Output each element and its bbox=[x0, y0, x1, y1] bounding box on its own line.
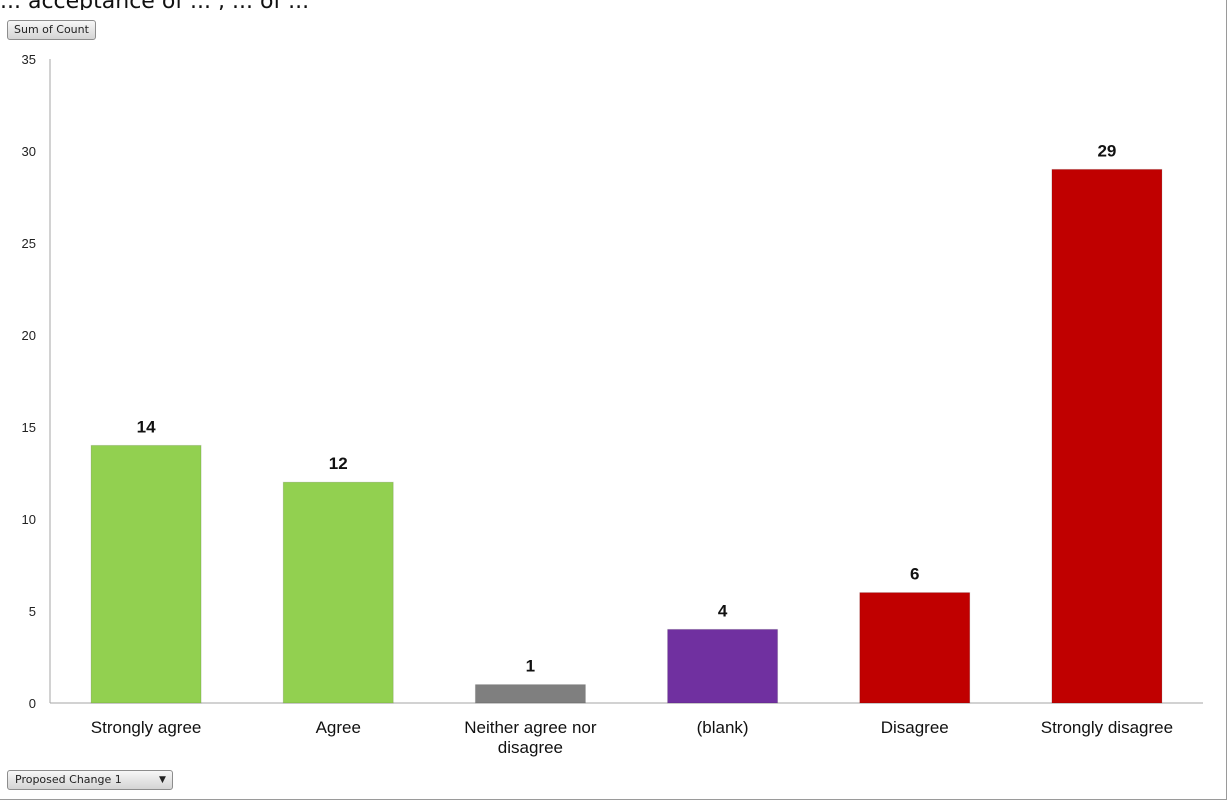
y-tick-label: 20 bbox=[22, 328, 36, 343]
sum-of-count-field-button[interactable]: Sum of Count bbox=[7, 20, 96, 40]
chart-labels: 14 Strongly agree 12 Agree 1 Neither agree no… bbox=[91, 141, 1173, 757]
chevron-down-icon: ▼ bbox=[159, 775, 166, 785]
y-tick-label: 0 bbox=[29, 696, 36, 711]
bar bbox=[1051, 168, 1163, 704]
proposed-change-filter-dropdown[interactable]: Proposed Change 1 ▼ bbox=[7, 770, 173, 790]
data-label: 1 bbox=[526, 657, 535, 676]
chart-bars bbox=[90, 168, 1163, 704]
bar bbox=[90, 444, 202, 704]
x-tick-label: Strongly disagree bbox=[1041, 718, 1173, 737]
x-tick-label: Strongly agree bbox=[91, 718, 202, 737]
bar bbox=[667, 628, 779, 704]
y-tick-label: 15 bbox=[22, 420, 36, 435]
y-tick-label: 30 bbox=[22, 144, 36, 159]
y-tick-label: 10 bbox=[22, 512, 36, 527]
x-tick-label: Neither agree nor bbox=[464, 718, 597, 737]
x-tick-label: Agree bbox=[316, 718, 361, 737]
y-tick-label: 5 bbox=[29, 604, 36, 619]
data-label: 4 bbox=[718, 601, 728, 620]
data-label: 12 bbox=[329, 454, 348, 473]
chart-axes: 0 5 10 15 20 25 30 35 bbox=[22, 52, 1203, 711]
x-tick-label: (blank) bbox=[697, 718, 749, 737]
bar bbox=[282, 481, 394, 704]
data-label: 6 bbox=[910, 565, 919, 584]
x-tick-label: Disagree bbox=[881, 718, 949, 737]
data-label: 14 bbox=[137, 417, 156, 436]
bar bbox=[474, 684, 586, 704]
data-label: 29 bbox=[1097, 141, 1116, 160]
y-tick-label: 25 bbox=[22, 236, 36, 251]
x-tick-label: disagree bbox=[498, 738, 563, 757]
cropped-header-text: ... acceptance of ... , ... of ... bbox=[0, 0, 1228, 10]
filter-label: Proposed Change 1 bbox=[15, 773, 122, 786]
y-tick-label: 35 bbox=[22, 52, 36, 67]
bar bbox=[859, 592, 971, 704]
